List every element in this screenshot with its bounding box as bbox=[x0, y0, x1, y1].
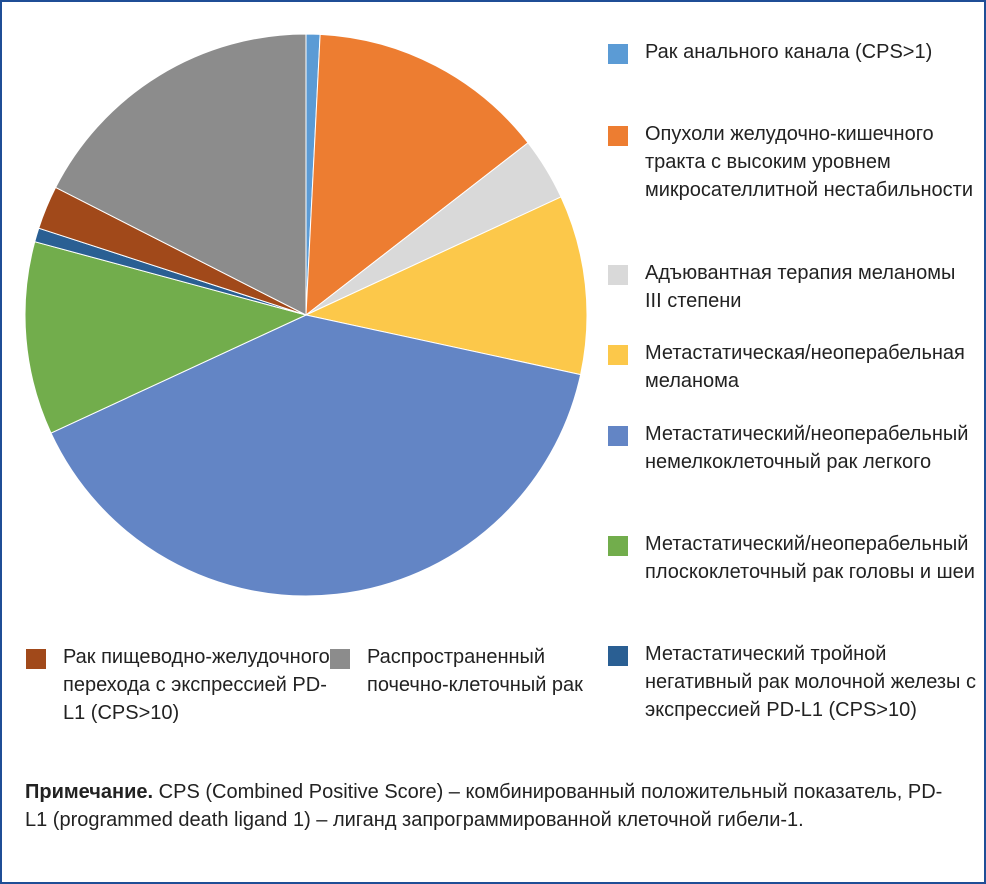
legend-label: Метастатический/неоперабельный плоскокле… bbox=[645, 533, 975, 583]
legend-swatch bbox=[608, 426, 628, 446]
legend-swatch bbox=[26, 649, 46, 669]
pie-slice bbox=[50, 314, 582, 597]
legend-label: Опухоли желудочно-кишечного тракта с выс… bbox=[645, 123, 974, 201]
legend-swatch bbox=[608, 265, 628, 285]
legend-swatch bbox=[608, 126, 628, 146]
legend-label: Рак пищеводно-желудочного перехода с экс… bbox=[63, 646, 330, 724]
legend-swatch bbox=[608, 345, 628, 365]
note-label: Примечание. bbox=[25, 781, 154, 803]
legend-label: Рак анального канала (CPS>1) bbox=[645, 41, 933, 63]
pie-slice bbox=[305, 33, 529, 317]
legend-label: Распространенный почечно-клеточный рак bbox=[367, 646, 583, 696]
legend-label: Метастатический тройной негативный рак м… bbox=[645, 643, 976, 721]
legend-swatch bbox=[608, 646, 628, 666]
pie-slice bbox=[54, 33, 307, 316]
legend-label: Метастатический/неоперабельный немелкокл… bbox=[645, 423, 969, 473]
pie bbox=[24, 33, 588, 597]
legend-label: Адъювантная терапия меланомы III степени bbox=[645, 262, 956, 312]
pie-slice bbox=[24, 241, 308, 434]
note: Примечание. CPS (Combined Positive Score… bbox=[25, 778, 955, 834]
legend-label: Метастатическая/неоперабельная меланома bbox=[645, 342, 965, 392]
legend-swatch bbox=[330, 649, 350, 669]
note-text: CPS (Combined Positive Score) – комбинир… bbox=[25, 781, 943, 831]
legend-swatch bbox=[608, 536, 628, 556]
legend-swatch bbox=[608, 44, 628, 64]
